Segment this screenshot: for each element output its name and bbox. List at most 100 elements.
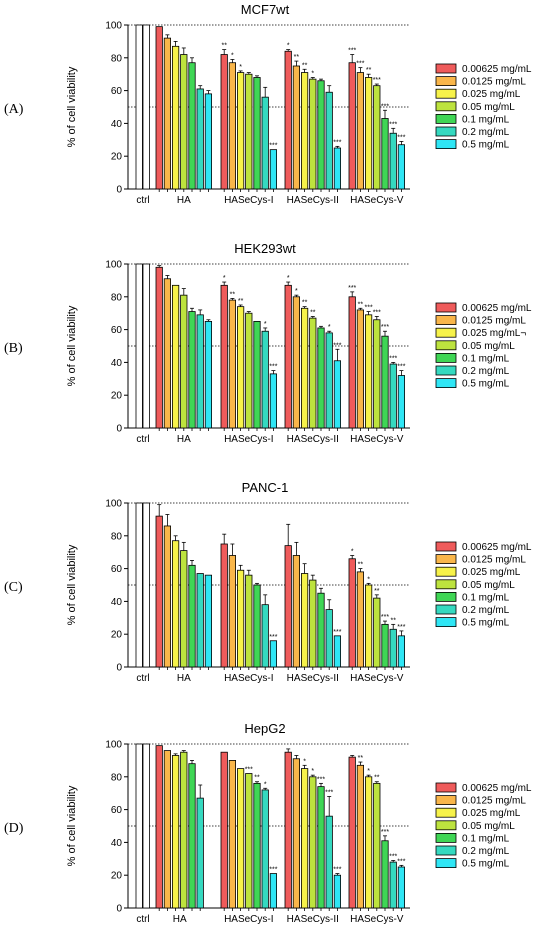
category-label: HASeCys-I [224,673,273,684]
panel-3: HepG2 (D) % of cell viability 0 20 40 60 80 100 c… [4,721,532,925]
bar [333,635,342,668]
legend-swatch [435,782,457,793]
bar [284,284,292,429]
category-label: HA [177,195,191,206]
panel-label: (C) [4,580,23,595]
bar [180,294,188,429]
significance-label: *** [389,355,397,362]
significance-label: *** [348,285,356,292]
bar [325,815,333,909]
legend-entry: 0.5 mg/mL [462,859,510,870]
bar [300,72,309,190]
significance-label: * [328,324,331,331]
legend-swatch [435,579,457,590]
legend-entry: 0.025 mg/mL [462,89,521,100]
significance-label: ** [310,309,316,316]
bar [292,758,301,909]
y-tick-label: 0 [116,904,122,915]
significance-label: *** [381,324,389,331]
bar [261,330,269,429]
significance-label: ** [238,298,244,305]
significance-label: *** [397,624,405,631]
y-tick-label: 20 [111,391,123,402]
legend-entry: 0.05 mg/mL [462,102,515,113]
y-axis-label: % of cell viability [66,305,78,386]
y-axis-label: % of cell viability [66,785,78,866]
legend-swatch [435,352,457,363]
bar [253,584,261,668]
significance-label: *** [333,629,341,636]
y-tick-label: 80 [111,531,123,542]
legend-swatch [435,554,457,564]
bar [309,776,317,909]
bar [180,751,188,909]
bar [269,640,278,668]
bar [333,360,342,429]
bar [389,861,397,909]
bar [228,299,236,429]
bar [309,579,317,668]
bar [356,571,365,668]
bar [356,72,365,190]
significance-label: *** [348,48,356,55]
legend-swatch [435,820,457,831]
bar [220,54,228,190]
y-tick-label: 60 [111,564,123,575]
bar [389,628,397,668]
legend-swatch [435,340,457,351]
legend-entry: 0.1 mg/mL [462,114,510,125]
bar [188,564,196,668]
category-label: HA [173,914,187,925]
significance-label: ** [358,755,364,762]
legend-entry: 0.05 mg/mL [462,821,515,832]
significance-label: *** [269,867,277,874]
legend-entry: 0.1 mg/mL [462,353,510,364]
bar [269,149,278,190]
bar [261,789,269,909]
bar [236,72,245,190]
significance-label: * [295,288,298,295]
legend-swatch [435,592,457,602]
bar [317,592,325,668]
bar [188,763,196,909]
bar [163,37,171,190]
bar [284,751,292,909]
bar [196,573,204,668]
bar-ctrl [142,24,150,190]
y-tick-label: 0 [116,663,122,674]
panel-0: MCF7wt (A) % of cell viability 0 20 40 60 80 100… [4,2,532,206]
category-label: HASeCys-I [224,195,273,206]
chart-title: PANC-1 [242,480,289,495]
legend-swatch [435,858,457,868]
bar [188,311,196,429]
legend-swatch [435,795,457,805]
panel-label: (A) [4,102,24,117]
category-label: HASeCys-V [350,195,404,206]
significance-label: *** [389,121,397,128]
legend-swatch [435,807,457,818]
category-label: HASeCys-V [350,914,404,925]
bar [381,118,389,190]
y-tick-label: 20 [111,871,123,882]
bar [180,550,188,668]
significance-label: *** [245,767,253,774]
bar [245,312,253,429]
bar [204,574,212,668]
bar [333,147,342,190]
bar [381,335,389,429]
legend-entry: 0.2 mg/mL [462,366,510,377]
legend-entry: 0.1 mg/mL [462,833,510,844]
legend-entry: 0.5 mg/mL [462,140,510,151]
significance-label: *** [389,853,397,860]
bar [333,874,342,909]
legend-swatch [435,315,457,326]
significance-label: *** [373,309,381,316]
bar [171,540,180,668]
significance-label: *** [381,103,389,110]
significance-label: * [311,768,314,775]
category-label: HASeCys-V [350,673,404,684]
bar-ctrl [135,743,143,909]
legend-swatch [435,845,457,856]
bar [236,306,245,429]
significance-label: *** [325,789,333,796]
